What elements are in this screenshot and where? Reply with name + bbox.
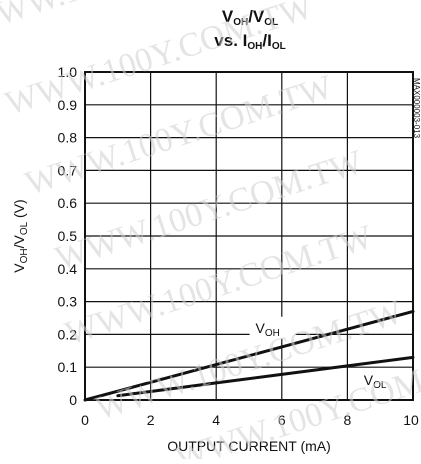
y-tick-label: 0.1	[58, 359, 78, 375]
annotation-vol: VOL	[364, 372, 387, 391]
y-tick-label: 0.4	[58, 261, 78, 277]
title-text: /V	[248, 7, 265, 26]
y-tick-label: 0.9	[58, 97, 78, 113]
chart-title-line2: vs. IOH/IOL	[214, 31, 285, 52]
title-subscript: OH	[233, 17, 248, 28]
x-tick-label: 10	[403, 412, 419, 428]
title-subscript: OL	[272, 41, 286, 52]
title-text: V	[222, 7, 234, 26]
y-label-subscript: OH	[19, 248, 30, 263]
x-tick-label: 2	[147, 412, 155, 428]
y-label-text: V	[11, 263, 27, 273]
x-tick-label: 0	[81, 412, 89, 428]
y-tick-label: 0.2	[58, 326, 78, 342]
x-tick-label: 4	[212, 412, 220, 428]
y-tick-label: 0.5	[58, 228, 78, 244]
annotation-text: V	[256, 320, 266, 336]
x-tick-label: 6	[278, 412, 286, 428]
y-tick-label: 0.6	[58, 195, 78, 211]
y-tick-label: 0.8	[58, 130, 78, 146]
title-text: vs. I	[214, 31, 247, 50]
title-text: /I	[262, 31, 271, 50]
y-tick-label: 0	[69, 392, 77, 408]
y-label-subscript: OL	[19, 221, 30, 235]
annotation-subscript: OH	[265, 328, 280, 339]
y-tick-label: 0.3	[58, 294, 78, 310]
annotation-bg	[249, 316, 296, 339]
title-subscript: OH	[247, 41, 262, 52]
title-subscript: OL	[264, 17, 278, 28]
y-label-text: (V)	[11, 199, 27, 222]
x-tick-label: 8	[344, 412, 352, 428]
x-axis-label: OUTPUT CURRENT (mA)	[167, 438, 331, 454]
y-tick-label: 1.0	[58, 64, 78, 80]
y-label-text: /V	[11, 235, 27, 249]
y-axis-label: VOH/VOL (V)	[11, 199, 30, 272]
series-line-voh	[83, 309, 415, 402]
annotation-text: V	[364, 372, 374, 388]
figure-code: MAX000003-013	[412, 78, 421, 139]
y-tick-label: 0.7	[58, 162, 78, 178]
annotation-subscript: OL	[373, 380, 387, 391]
series-line-vol	[116, 355, 415, 398]
annotation-voh: VOH	[256, 320, 280, 339]
chart-title-line1: VOH/VOL	[222, 7, 278, 28]
plot-frame	[84, 71, 414, 401]
